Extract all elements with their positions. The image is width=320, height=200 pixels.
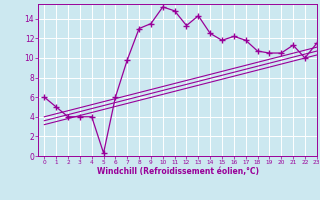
X-axis label: Windchill (Refroidissement éolien,°C): Windchill (Refroidissement éolien,°C) [97,167,259,176]
